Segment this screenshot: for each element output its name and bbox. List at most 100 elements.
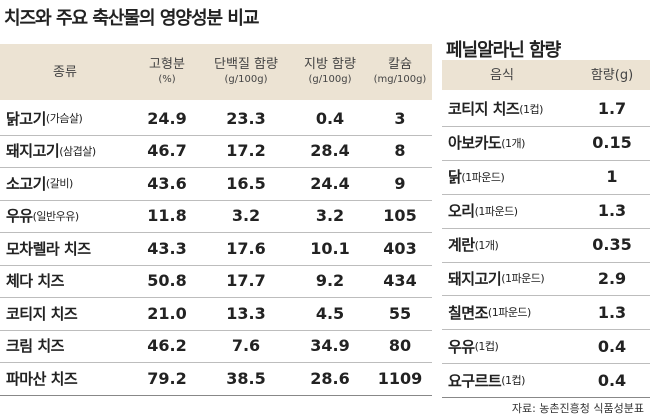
row-name: 모차렐라 치즈 bbox=[6, 232, 91, 265]
row-value: 43.3 bbox=[147, 238, 187, 258]
row-value: 55 bbox=[388, 303, 412, 323]
row-separator bbox=[0, 329, 432, 331]
row-value: 1.3 bbox=[597, 302, 627, 322]
row-value: 9 bbox=[394, 173, 406, 193]
row-name: 파마산 치즈 bbox=[6, 362, 78, 395]
row-value: 0.35 bbox=[592, 235, 632, 255]
row-separator bbox=[0, 199, 432, 201]
row-value: 7.6 bbox=[231, 336, 261, 356]
header-unit: (%) bbox=[158, 74, 176, 85]
row-separator bbox=[442, 363, 650, 365]
header-unit: (mg/100g) bbox=[373, 74, 427, 85]
row-value: 403 bbox=[383, 238, 417, 258]
name-text: 닭고기 bbox=[6, 109, 46, 128]
name-note: (1컵) bbox=[519, 102, 543, 116]
header-cell: 음식 bbox=[442, 60, 562, 90]
row-value: 16.5 bbox=[226, 173, 266, 193]
row-value: 17.7 bbox=[226, 271, 266, 291]
row-value: 79.2 bbox=[147, 368, 187, 388]
name-text: 우유 bbox=[6, 207, 33, 226]
name-text: 오리 bbox=[448, 202, 475, 221]
name-note: (가슴살) bbox=[45, 112, 83, 126]
row-separator bbox=[0, 362, 432, 363]
name-text: 코티지 치즈 bbox=[6, 304, 78, 323]
row-name: 돼지고기 (삼겹살) bbox=[6, 135, 96, 168]
row-separator bbox=[0, 264, 432, 266]
name-note: (1파운드) bbox=[487, 306, 531, 320]
header-band bbox=[0, 44, 432, 100]
row-value: 23.3 bbox=[226, 108, 266, 128]
name-text: 계란 bbox=[448, 236, 475, 255]
row-separator bbox=[0, 134, 432, 136]
row-value: 50.8 bbox=[147, 271, 187, 291]
row-value: 0.15 bbox=[592, 133, 632, 153]
name-note: (1파운드) bbox=[474, 204, 518, 218]
right-title: 페닐알라닌 함량 bbox=[446, 40, 561, 61]
row-name: 닭 (1파운드) bbox=[448, 160, 505, 194]
row-value: 2.9 bbox=[597, 268, 627, 288]
name-note: (삼겹살) bbox=[59, 144, 96, 158]
table-bottom bbox=[442, 397, 650, 399]
name-text: 아보카도 bbox=[448, 134, 502, 153]
name-note: (1파운드) bbox=[461, 170, 505, 184]
header-text: 고형분 bbox=[149, 57, 185, 72]
row-name: 요구르트 (1컵) bbox=[448, 363, 525, 397]
row-value: 4.5 bbox=[315, 303, 345, 323]
row-value: 80 bbox=[388, 336, 412, 356]
name-note: (1개) bbox=[474, 238, 499, 252]
name-note: (1개) bbox=[501, 136, 525, 150]
row-value: 24.9 bbox=[147, 108, 187, 128]
row-value: 3.2 bbox=[231, 206, 261, 226]
row-value: 46.7 bbox=[147, 141, 187, 161]
name-note: (일반우유) bbox=[32, 209, 80, 223]
name-note: (갈비) bbox=[45, 177, 73, 191]
row-name: 계란 (1개) bbox=[448, 228, 499, 262]
row-value: 17.6 bbox=[226, 238, 266, 258]
row-value: 28.4 bbox=[310, 141, 350, 161]
row-name: 코티지 치즈 (1컵) bbox=[448, 92, 543, 126]
row-value: 0.4 bbox=[597, 336, 627, 356]
header-cell: 함량(g) bbox=[574, 60, 650, 90]
row-separator bbox=[0, 232, 432, 233]
row-value: 1.7 bbox=[597, 99, 627, 119]
name-note: (1컵) bbox=[474, 340, 499, 354]
row-separator bbox=[442, 159, 650, 161]
row-value: 28.6 bbox=[310, 368, 350, 388]
row-name: 돼지고기 (1파운드) bbox=[448, 262, 545, 296]
source: 자료: 농촌진흥청 식품성분표 bbox=[511, 402, 644, 415]
row-separator bbox=[442, 227, 650, 229]
row-value: 1109 bbox=[377, 368, 423, 388]
header-text: 음식 bbox=[490, 67, 514, 83]
name-text: 모차렐라 치즈 bbox=[6, 239, 91, 258]
row-name: 소고기 (갈비) bbox=[6, 167, 73, 200]
row-value: 3.2 bbox=[315, 206, 345, 226]
row-name: 우유 (일반우유) bbox=[6, 200, 79, 233]
row-value: 8 bbox=[394, 141, 406, 161]
row-name: 크림 치즈 bbox=[6, 330, 64, 363]
name-text: 체다 치즈 bbox=[6, 272, 64, 291]
header-text: 함량(g) bbox=[590, 67, 634, 83]
header-text: 칼슘 bbox=[388, 57, 412, 72]
header-text: 지방 함량 bbox=[304, 57, 356, 72]
header-unit: (g/100g) bbox=[224, 74, 268, 85]
row-value: 46.2 bbox=[147, 336, 187, 356]
row-separator bbox=[442, 125, 650, 127]
header-band bbox=[442, 60, 650, 90]
row-value: 10.1 bbox=[310, 238, 350, 258]
row-name: 닭고기 (가슴살) bbox=[6, 102, 83, 135]
name-text: 칠면조 bbox=[448, 303, 488, 322]
row-name: 오리 (1파운드) bbox=[448, 194, 518, 228]
row-value: 13.3 bbox=[226, 303, 266, 323]
row-separator bbox=[442, 261, 650, 263]
row-value: 38.5 bbox=[226, 368, 266, 388]
name-note: (1컵) bbox=[501, 374, 525, 388]
row-value: 3 bbox=[394, 108, 406, 128]
name-text: 돼지고기 bbox=[6, 142, 60, 161]
header-cell: 지방 함량 (g/100g) bbox=[290, 44, 370, 100]
name-text: 닭 bbox=[448, 168, 462, 187]
row-value: 1.3 bbox=[597, 201, 627, 221]
row-value: 34.9 bbox=[310, 336, 350, 356]
row-separator bbox=[0, 167, 432, 168]
row-name: 칠면조 (1파운드) bbox=[448, 295, 531, 329]
